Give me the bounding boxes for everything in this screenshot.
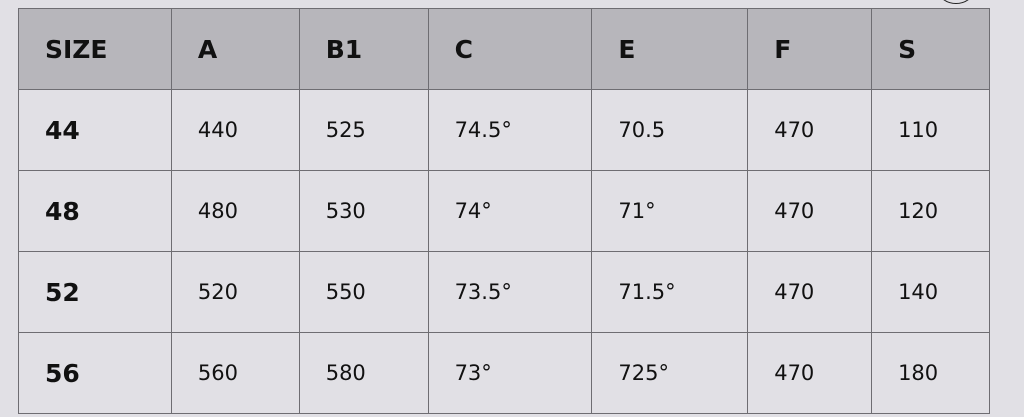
table-cell: 73.5° — [427, 251, 593, 333]
table-cell: 580 — [298, 332, 429, 414]
table-row: 52 520 550 73.5° 71.5° 470 140 — [18, 251, 990, 333]
table-cell: 110 — [871, 89, 990, 171]
size-cell: 44 — [18, 89, 172, 171]
header-s: S — [871, 8, 990, 90]
table-cell: 440 — [170, 89, 300, 171]
header-b1: B1 — [298, 8, 429, 90]
table-cell: 530 — [298, 170, 429, 252]
header-e: E — [591, 8, 749, 90]
size-cell: 56 — [18, 332, 172, 414]
table-cell: 71° — [591, 170, 749, 252]
table-cell: 520 — [170, 251, 300, 333]
table-cell: 470 — [747, 332, 873, 414]
header-c: C — [427, 8, 593, 90]
size-cell: 48 — [18, 170, 172, 252]
size-chart-table: SIZE A B1 C E F S 44 440 525 74.5° 70.5 470 11… — [18, 8, 990, 414]
table-row: 44 440 525 74.5° 70.5 470 110 — [18, 89, 990, 171]
header-f: F — [747, 8, 873, 90]
close-circle-icon[interactable] — [934, 0, 978, 4]
table-cell: 70.5 — [591, 89, 749, 171]
table-cell: 470 — [747, 251, 873, 333]
header-row: SIZE A B1 C E F S — [18, 8, 990, 90]
table-cell: 140 — [871, 251, 990, 333]
header-size: SIZE — [18, 8, 172, 90]
table-cell: 470 — [747, 170, 873, 252]
table-cell: 725° — [591, 332, 749, 414]
table-cell: 550 — [298, 251, 429, 333]
table-cell: 560 — [170, 332, 300, 414]
table-cell: 120 — [871, 170, 990, 252]
table-row: 48 480 530 74° 71° 470 120 — [18, 170, 990, 252]
table-cell: 480 — [170, 170, 300, 252]
table-cell: 74° — [427, 170, 593, 252]
table-cell: 71.5° — [591, 251, 749, 333]
table-cell: 74.5° — [427, 89, 593, 171]
table-cell: 180 — [871, 332, 990, 414]
table-cell: 73° — [427, 332, 593, 414]
table-row: 56 560 580 73° 725° 470 180 — [18, 332, 990, 414]
size-cell: 52 — [18, 251, 172, 333]
header-a: A — [170, 8, 300, 90]
table-cell: 470 — [747, 89, 873, 171]
table-cell: 525 — [298, 89, 429, 171]
